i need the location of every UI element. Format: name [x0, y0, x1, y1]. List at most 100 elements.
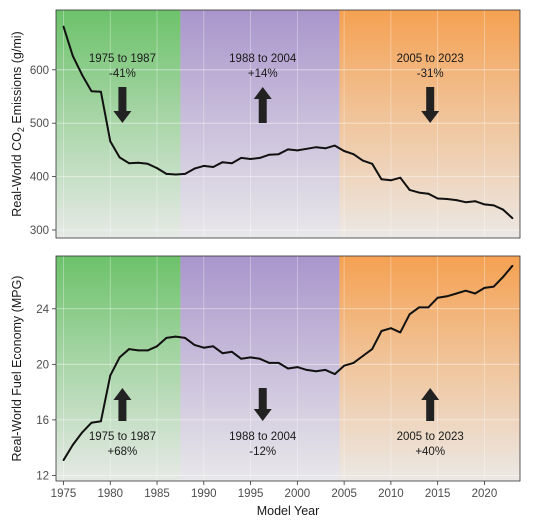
x-axis-title: Model Year	[257, 504, 320, 518]
data-point	[446, 295, 448, 298]
data-point	[268, 153, 271, 156]
data-point	[361, 355, 364, 357]
period-band	[180, 10, 340, 238]
data-point	[90, 90, 93, 93]
x-tick-label: 1980	[97, 488, 123, 500]
data-point	[502, 208, 505, 211]
data-point	[492, 204, 495, 207]
data-point	[305, 147, 308, 150]
data-point	[315, 370, 317, 373]
data-point	[165, 173, 168, 175]
data-point	[156, 167, 158, 169]
data-point	[455, 292, 458, 295]
arrow-down-icon	[113, 87, 132, 123]
panel-border	[55, 9, 521, 239]
y-tick-label: 300	[30, 225, 49, 237]
data-point	[343, 150, 346, 152]
y-tick-label: 20	[36, 359, 49, 371]
data-point	[464, 289, 467, 292]
period-band	[180, 256, 340, 481]
data-point	[436, 296, 439, 299]
data-point	[174, 335, 177, 338]
data-point	[137, 161, 140, 164]
annotation-period: 1975 to 1987	[89, 53, 156, 65]
panel-mpg: 12 16 20 24 Real-World Fuel Economy (MPG) 197…	[10, 255, 521, 482]
x-tick-label: 2020	[472, 488, 498, 500]
data-point	[81, 431, 84, 434]
x-tick-label: 1985	[144, 488, 170, 500]
data-point	[268, 362, 271, 364]
y-tick-label: 600	[30, 65, 49, 77]
annotation-period: 1975 to 1987	[89, 431, 156, 443]
data-point	[352, 362, 355, 364]
data-point	[90, 421, 93, 424]
data-point	[352, 153, 355, 156]
data-point	[100, 420, 102, 423]
data-point	[333, 373, 336, 375]
y-tick-label: 400	[30, 172, 49, 184]
period-band	[339, 256, 520, 481]
data-point	[184, 337, 186, 339]
data-point	[156, 345, 158, 348]
data-point	[324, 368, 327, 371]
annotation-change: +40%	[415, 446, 445, 458]
data-point	[221, 352, 224, 355]
data-point	[146, 349, 149, 352]
data-point	[492, 285, 495, 288]
data-point	[184, 173, 186, 175]
x-tick-label: 1990	[191, 488, 217, 500]
data-point	[202, 165, 205, 167]
annotation-period: 2005 to 2023	[397, 431, 464, 443]
data-point	[118, 156, 121, 159]
x-tick-label: 2010	[378, 488, 404, 500]
data-point	[446, 198, 448, 200]
data-point	[502, 275, 505, 278]
y-axis-title: Real-World CO2 Emissions (g/mi)	[10, 31, 26, 216]
data-point	[408, 189, 411, 191]
data-point	[137, 349, 140, 352]
data-point	[315, 146, 317, 149]
data-point	[71, 55, 74, 57]
data-point	[249, 356, 252, 359]
data-point	[399, 176, 402, 179]
data-point	[249, 158, 252, 160]
data-point	[193, 343, 196, 346]
data-point	[212, 166, 215, 168]
y-tick-label: 16	[36, 415, 49, 427]
data-point	[62, 25, 65, 28]
arrow-up-icon	[421, 388, 440, 421]
data-point	[230, 350, 233, 353]
data-point	[259, 157, 261, 159]
data-point	[146, 162, 149, 165]
period-band	[56, 256, 181, 481]
data-point	[390, 179, 392, 182]
data-point	[100, 90, 102, 93]
data-point	[361, 159, 364, 162]
y-tick-label: 500	[30, 118, 49, 130]
annotation-period: 1988 to 2004	[229, 431, 297, 443]
y-tick-label: 24	[36, 304, 49, 316]
x-tick-label: 1995	[238, 488, 264, 500]
data-point	[427, 306, 430, 309]
data-point	[371, 348, 374, 350]
annotation-change: -31%	[417, 68, 444, 80]
data-point	[418, 306, 420, 309]
data-point	[464, 201, 467, 204]
panel-co2: 300 400 500 600 Real-World CO2 Emissions (g/…	[10, 9, 521, 239]
data-point	[511, 264, 514, 267]
data-point	[474, 292, 476, 295]
data-point	[109, 374, 112, 377]
data-point	[333, 144, 336, 147]
annotation-change: +68%	[108, 446, 138, 458]
data-point	[221, 161, 224, 164]
data-point	[371, 162, 374, 165]
data-point	[296, 149, 299, 152]
data-point	[436, 197, 439, 200]
annotation-change: -12%	[249, 446, 276, 458]
x-tick-label: 2000	[285, 488, 311, 500]
data-point	[380, 178, 383, 181]
data-point	[483, 203, 486, 206]
data-point	[193, 167, 196, 170]
data-point	[62, 459, 65, 462]
